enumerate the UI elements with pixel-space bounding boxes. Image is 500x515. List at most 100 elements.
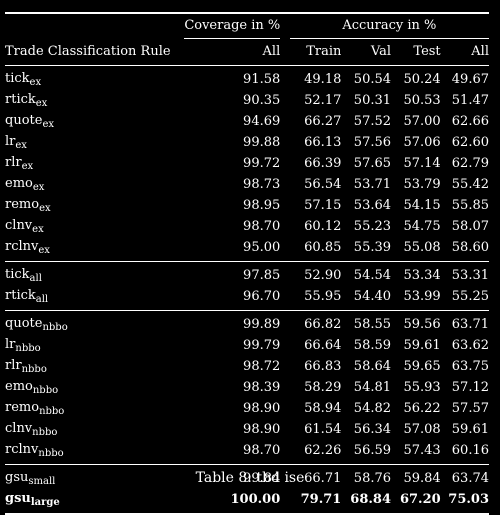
rule-subscript: nbbo <box>42 322 68 333</box>
accuracy-val-cell: 54.82 <box>353 400 392 416</box>
accuracy-all-cell: 62.66 <box>451 113 489 129</box>
rule-name-cell: clnvex <box>5 216 175 237</box>
rule-name-cell: quoteex <box>5 111 175 132</box>
accuracy-train-cell: 58.94 <box>304 400 342 416</box>
accuracy-val-cell: 57.52 <box>353 113 392 129</box>
coverage-all-cell: 95.00 <box>243 239 281 255</box>
table-row: rlrex 99.72 66.39 57.65 57.14 62.79 <box>5 153 489 174</box>
coverage-all-cell: 98.39 <box>243 379 281 395</box>
rule-name: quote <box>5 113 43 128</box>
spacer-cell <box>175 174 184 195</box>
spacer-cell <box>175 440 184 465</box>
table-row: rlrnbbo 98.72 66.83 58.64 59.65 63.75 <box>5 356 489 377</box>
accuracy-test-cell: 53.79 <box>403 176 441 192</box>
accuracy-test-cell: 57.00 <box>403 113 441 129</box>
accuracy-val-cell: 68.84 <box>341 489 392 515</box>
accuracy-train-cell: 52.90 <box>289 261 342 286</box>
accuracy-val-cell: 54.81 <box>353 379 392 395</box>
rule-name-cell: quotenbbo <box>5 310 175 335</box>
accuracy-test-cell: 57.06 <box>403 134 441 150</box>
header-row-columns: Trade Classification Rule All Train Val … <box>5 39 489 66</box>
spacer-cell <box>280 310 290 335</box>
rule-name-cell: remoex <box>5 195 175 216</box>
spacer-cell <box>175 90 184 111</box>
rule-subscript: small <box>28 476 56 487</box>
accuracy-train-cell: 61.54 <box>304 421 342 437</box>
accuracy-all-cell: 62.60 <box>451 134 489 150</box>
spacer-cell <box>280 440 289 465</box>
header-spacer <box>280 12 290 39</box>
coverage-all-cell: 90.35 <box>243 92 281 108</box>
spacer-cell <box>175 356 184 377</box>
accuracy-test-cell: 67.20 <box>391 489 441 515</box>
rule-name: emo <box>5 176 33 191</box>
accuracy-all-cell: 49.67 <box>440 65 489 90</box>
header-coverage-group: Coverage in % <box>184 12 281 39</box>
coverage-all-cell: 97.85 <box>184 261 281 286</box>
rule-name-cell: rclnvex <box>5 237 175 262</box>
spacer-cell <box>175 216 184 237</box>
accuracy-all-cell: 58.60 <box>451 239 489 255</box>
accuracy-train-cell: 79.71 <box>289 489 342 515</box>
rule-name-cell: tickall <box>5 261 175 286</box>
rule-name-cell: rtickex <box>5 90 175 111</box>
accuracy-all-cell: 63.62 <box>451 337 489 353</box>
accuracy-train-cell: 55.95 <box>304 288 342 304</box>
coverage-all-cell: 94.69 <box>243 113 281 129</box>
spacer-cell <box>280 216 289 237</box>
rule-subscript: all <box>35 294 49 305</box>
table-row: tickex 91.58 49.18 50.54 50.24 49.67 <box>5 65 489 90</box>
accuracy-test-cell: 55.93 <box>403 379 441 395</box>
rule-subscript: ex <box>35 98 48 109</box>
rule-name: lr <box>5 134 16 149</box>
figure-table: Coverage in % Accuracy in % Trade Classi… <box>5 12 489 515</box>
spacer-cell <box>280 335 289 356</box>
spacer-cell <box>280 356 289 377</box>
spacer-cell <box>175 419 184 440</box>
accuracy-val-cell: 54.40 <box>353 288 392 304</box>
accuracy-train-cell: 66.64 <box>304 337 342 353</box>
accuracy-test-cell: 59.56 <box>391 310 441 335</box>
accuracy-train-cell: 66.82 <box>289 310 342 335</box>
rule-subscript: nbbo <box>32 427 58 438</box>
table-row: gsusmall 99.84 66.71 58.76 59.84 63.74 <box>5 464 489 489</box>
spacer-cell <box>175 111 184 132</box>
spacer-cell <box>175 377 184 398</box>
rule-name: rclnv <box>5 239 39 254</box>
rule-name: clnv <box>5 421 33 436</box>
rule-subscript: nbbo <box>32 385 59 396</box>
table-row: quotenbbo 99.89 66.82 58.55 59.56 63.71 <box>5 310 489 335</box>
accuracy-all-cell: 51.47 <box>451 92 489 108</box>
accuracy-train-cell: 62.26 <box>304 442 342 458</box>
accuracy-val-cell: 57.65 <box>353 155 392 171</box>
rule-subscript: large <box>30 497 60 508</box>
accuracy-all-cell: 55.85 <box>451 197 489 213</box>
spacer-cell <box>174 261 185 286</box>
coverage-all-cell: 98.90 <box>243 400 281 416</box>
rule-name: gsu <box>5 470 29 485</box>
accuracy-val-cell: 53.71 <box>353 176 392 192</box>
accuracy-all-cell: 59.61 <box>451 421 489 437</box>
spacer-cell <box>174 464 185 489</box>
table-row: remoex 98.95 57.15 53.64 54.15 55.85 <box>5 195 489 216</box>
spacer-cell <box>174 65 185 90</box>
accuracy-all-cell: 63.71 <box>440 310 489 335</box>
rule-name: clnv <box>5 218 33 233</box>
table-row: rclnvex 95.00 60.85 55.39 55.08 58.60 <box>5 237 489 262</box>
rule-name: lr <box>5 337 16 352</box>
results-table: Coverage in % Accuracy in % Trade Classi… <box>5 12 489 515</box>
spacer-cell <box>280 237 289 262</box>
accuracy-test-cell: 54.15 <box>403 197 441 213</box>
accuracy-val-cell: 54.54 <box>341 261 392 286</box>
spacer-cell <box>175 335 184 356</box>
accuracy-test-cell: 57.08 <box>403 421 441 437</box>
spacer-cell <box>175 153 184 174</box>
table-row: emonbbo 98.39 58.29 54.81 55.93 57.12 <box>5 377 489 398</box>
spacer-cell <box>280 419 289 440</box>
rule-name-cell: rtickall <box>5 286 175 311</box>
rule-name: rclnv <box>5 442 39 457</box>
rule-name: emo <box>5 379 33 394</box>
rule-subscript: nbbo <box>21 364 47 375</box>
header-col-accuracy-all: All <box>471 44 489 59</box>
accuracy-test-cell: 50.24 <box>391 65 441 90</box>
